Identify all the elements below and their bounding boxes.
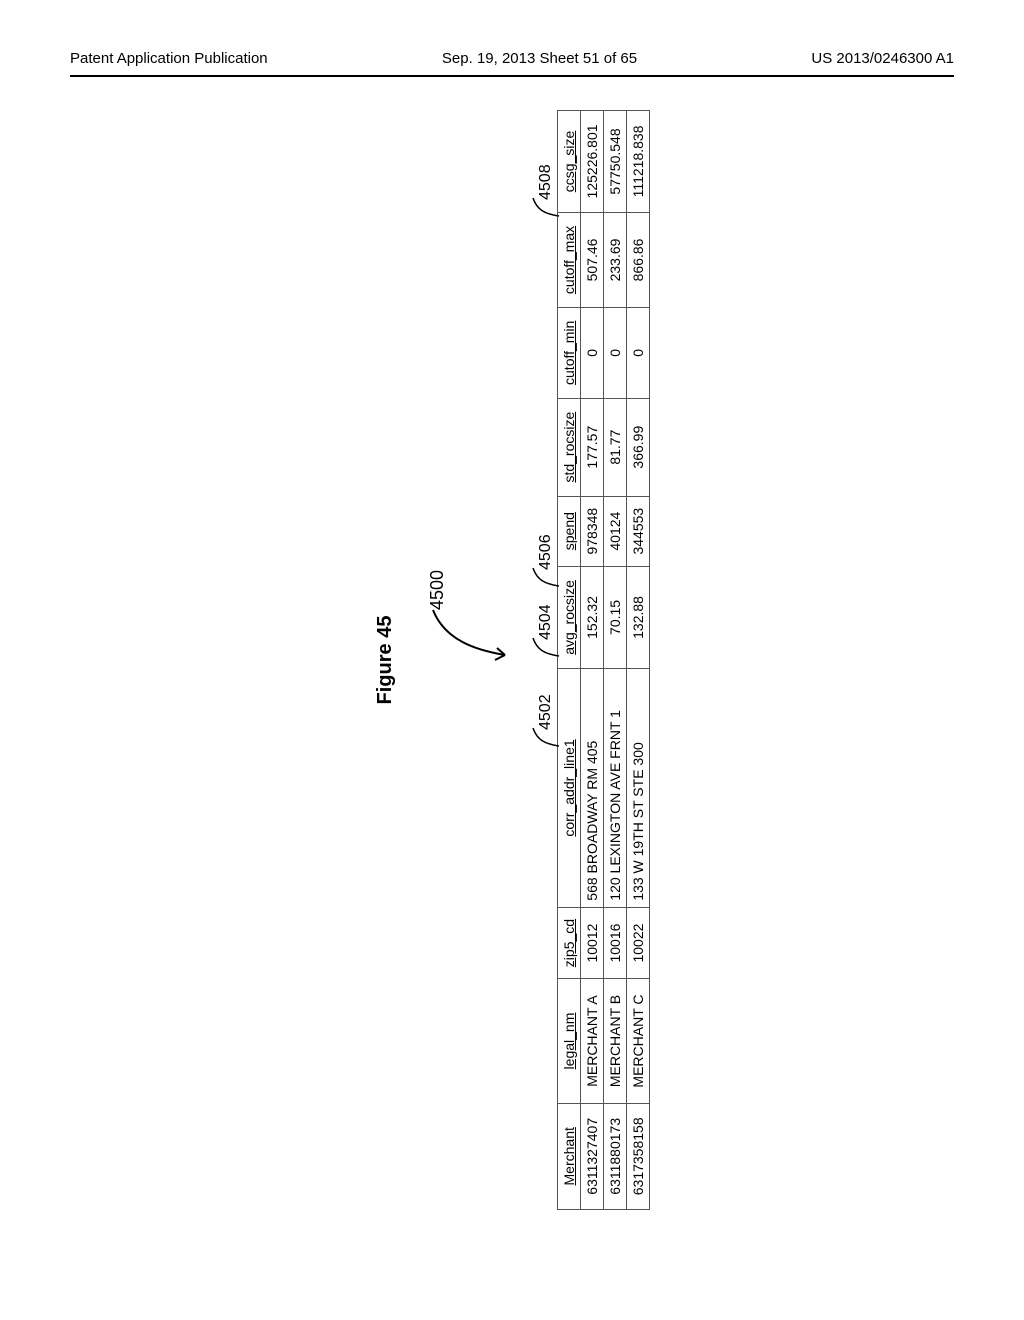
header-center: Sep. 19, 2013 Sheet 51 of 65 xyxy=(442,50,637,67)
table-cell: 6317358158 xyxy=(627,1103,650,1209)
table-cell: 152.32 xyxy=(581,566,604,669)
col-merchant: Merchant xyxy=(558,1103,581,1209)
col-std-rocsize: std_rocsize xyxy=(558,398,581,496)
table-cell: 6311880173 xyxy=(604,1103,627,1209)
table-cell: 70.15 xyxy=(604,566,627,669)
table-cell: 120 LEXINGTON AVE FRNT 1 xyxy=(604,669,627,907)
table-cell: 568 BROADWAY RM 405 xyxy=(581,669,604,907)
callout-4506: 4506 xyxy=(537,534,555,570)
table-cell: 125226.801 xyxy=(581,111,604,213)
table-cell: 366.99 xyxy=(627,398,650,496)
col-spend: spend xyxy=(558,496,581,566)
callout-4502: 4502 xyxy=(537,694,555,730)
header-left: Patent Application Publication xyxy=(70,50,268,67)
callout-curve-icon xyxy=(425,590,515,670)
table-cell: 132.88 xyxy=(627,566,650,669)
table-cell: MERCHANT A xyxy=(581,979,604,1103)
table-cell: 0 xyxy=(581,308,604,399)
table-cell: 40124 xyxy=(604,496,627,566)
figure-area: Figure 45 4500 4502 4504 4506 4508 xyxy=(374,110,650,1210)
table-cell: MERCHANT B xyxy=(604,979,627,1103)
col-cutoff-min: cutoff_min xyxy=(558,308,581,399)
table-cell: 133 W 19TH ST STE 300 xyxy=(627,669,650,907)
table-cell: 10012 xyxy=(581,907,604,979)
header-divider xyxy=(70,75,954,77)
table-cell: 6311327407 xyxy=(581,1103,604,1209)
table-cell: 344553 xyxy=(627,496,650,566)
table-cell: 866.86 xyxy=(627,212,650,307)
figure-title: Figure 45 xyxy=(374,110,397,1210)
table-cell: 0 xyxy=(604,308,627,399)
table-cell: 10022 xyxy=(627,907,650,979)
table-header-row: Merchant legal_nm zip5_cd corr_addr_line… xyxy=(558,111,581,1210)
table-cell: 10016 xyxy=(604,907,627,979)
col-cutoff-max: cutoff_max xyxy=(558,212,581,307)
table-cell: 978348 xyxy=(581,496,604,566)
table-cell: 507.46 xyxy=(581,212,604,307)
table-row: 6311880173MERCHANT B10016120 LEXINGTON A… xyxy=(604,111,627,1210)
col-legal-nm: legal_nm xyxy=(558,979,581,1103)
table-row: 6317358158MERCHANT C10022133 W 19TH ST S… xyxy=(627,111,650,1210)
callout-container: 4500 4502 4504 4506 4508 xyxy=(417,110,557,1210)
table-cell: 57750.548 xyxy=(604,111,627,213)
table-cell: 233.69 xyxy=(604,212,627,307)
table-cell: 0 xyxy=(627,308,650,399)
table-row: 6311327407MERCHANT A10012568 BROADWAY RM… xyxy=(581,111,604,1210)
header-right: US 2013/0246300 A1 xyxy=(811,50,954,67)
table-cell: MERCHANT C xyxy=(627,979,650,1103)
col-zip5-cd: zip5_cd xyxy=(558,907,581,979)
callout-4504: 4504 xyxy=(537,604,555,640)
table-cell: 111218.838 xyxy=(627,111,650,213)
callout-4508: 4508 xyxy=(537,164,555,200)
page-header: Patent Application Publication Sep. 19, … xyxy=(0,50,1024,67)
table-cell: 177.57 xyxy=(581,398,604,496)
data-table: Merchant legal_nm zip5_cd corr_addr_line… xyxy=(557,110,650,1210)
col-corr-addr: corr_addr_line1 xyxy=(558,669,581,907)
table-cell: 81.77 xyxy=(604,398,627,496)
